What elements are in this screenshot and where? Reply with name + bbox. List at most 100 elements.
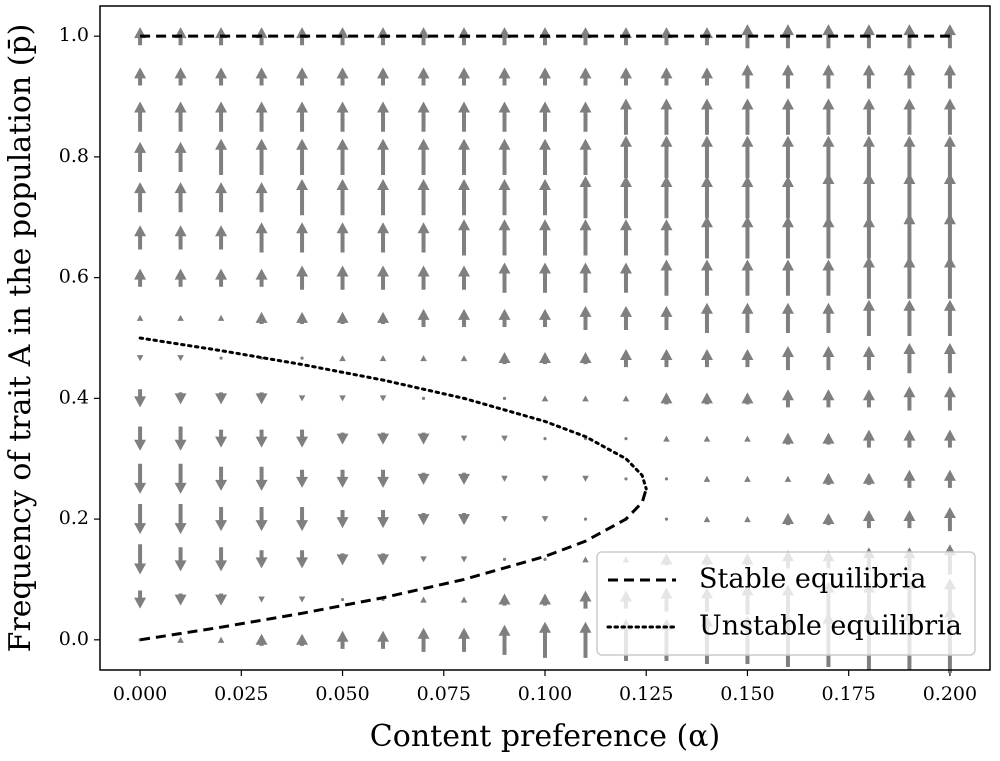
arrow bbox=[579, 262, 592, 293]
arrow bbox=[619, 98, 632, 135]
arrow bbox=[134, 426, 147, 451]
arrow bbox=[741, 176, 754, 219]
arrow bbox=[501, 435, 508, 442]
arrow bbox=[781, 64, 794, 89]
arrow bbox=[174, 463, 187, 494]
arrow bbox=[296, 550, 309, 569]
arrow bbox=[784, 475, 792, 482]
arrow bbox=[700, 259, 713, 296]
arrow bbox=[744, 516, 751, 523]
vector-field bbox=[134, 24, 956, 674]
arrow bbox=[781, 98, 794, 135]
arrow bbox=[377, 432, 390, 445]
arrow bbox=[744, 475, 751, 482]
arrow bbox=[539, 219, 551, 256]
arrow bbox=[458, 513, 471, 526]
arrow bbox=[664, 517, 669, 521]
arrow bbox=[579, 590, 592, 609]
arrow bbox=[943, 507, 956, 532]
arrow bbox=[822, 64, 835, 89]
plot-frame bbox=[99, 5, 991, 671]
arrow bbox=[543, 437, 547, 441]
arrow bbox=[862, 64, 875, 89]
arrow bbox=[781, 432, 794, 445]
arrow bbox=[619, 176, 632, 219]
arrow bbox=[583, 517, 588, 521]
arrow bbox=[660, 135, 673, 179]
arrow bbox=[579, 621, 592, 658]
arrow bbox=[136, 355, 144, 362]
arrow bbox=[298, 596, 306, 603]
y-tick-label: 0.4 bbox=[59, 386, 89, 408]
arrow bbox=[174, 182, 187, 213]
arrow bbox=[541, 475, 549, 482]
arrow bbox=[336, 67, 349, 86]
arrow bbox=[501, 516, 508, 523]
arrow bbox=[822, 302, 835, 333]
arrow bbox=[903, 299, 916, 337]
arrow bbox=[177, 355, 184, 362]
arrow bbox=[420, 355, 427, 362]
arrow bbox=[541, 395, 549, 402]
arrow bbox=[255, 222, 268, 253]
arrow bbox=[498, 101, 511, 132]
arrow bbox=[498, 624, 511, 655]
x-tick-label: 0.075 bbox=[417, 683, 471, 705]
arrow bbox=[539, 308, 551, 327]
arrow bbox=[660, 98, 673, 135]
arrow bbox=[539, 179, 551, 216]
arrow bbox=[134, 544, 147, 575]
arrow bbox=[134, 389, 147, 408]
arrow bbox=[296, 429, 309, 448]
arrow bbox=[539, 262, 551, 293]
arrow bbox=[336, 101, 349, 132]
arrow bbox=[336, 432, 349, 445]
arrow bbox=[700, 98, 713, 135]
arrow bbox=[822, 389, 835, 408]
arrow bbox=[421, 396, 426, 400]
arrow bbox=[377, 311, 390, 324]
arrow bbox=[619, 305, 632, 330]
arrow bbox=[781, 259, 794, 296]
arrow bbox=[417, 27, 430, 46]
arrow bbox=[903, 173, 916, 222]
arrow bbox=[420, 596, 427, 603]
arrow bbox=[134, 182, 147, 213]
arrow bbox=[377, 101, 390, 132]
legend-box bbox=[596, 551, 976, 656]
arrow bbox=[700, 67, 713, 86]
arrow bbox=[822, 432, 835, 445]
arrow bbox=[219, 356, 223, 360]
arrow bbox=[296, 311, 309, 324]
arrow bbox=[903, 386, 916, 411]
arrow bbox=[501, 475, 508, 482]
y-axis-label: Frequency of trait A in the population (… bbox=[3, 24, 38, 653]
arrow bbox=[903, 469, 916, 488]
arrow bbox=[296, 507, 309, 532]
arrow bbox=[417, 67, 430, 86]
arrow bbox=[903, 64, 916, 89]
arrow bbox=[255, 182, 268, 213]
arrow bbox=[336, 311, 349, 324]
arrow bbox=[255, 138, 268, 176]
arrow bbox=[822, 346, 835, 371]
arrow bbox=[460, 435, 468, 442]
arrow bbox=[377, 67, 390, 86]
arrow bbox=[741, 259, 754, 296]
arrow bbox=[174, 504, 187, 535]
arrow bbox=[377, 469, 390, 488]
x-tick-label: 0.175 bbox=[821, 683, 875, 705]
arrow bbox=[336, 630, 349, 649]
arrow bbox=[296, 222, 309, 253]
arrow bbox=[336, 222, 349, 253]
arrow bbox=[298, 395, 306, 402]
x-tick-label: 0.150 bbox=[720, 683, 774, 705]
arrow bbox=[296, 101, 309, 132]
arrow bbox=[822, 259, 835, 296]
arrow bbox=[943, 299, 956, 337]
arrow bbox=[943, 173, 956, 222]
equilibrium-line bbox=[139, 34, 950, 642]
arrow bbox=[174, 141, 187, 172]
arrow bbox=[660, 67, 673, 86]
